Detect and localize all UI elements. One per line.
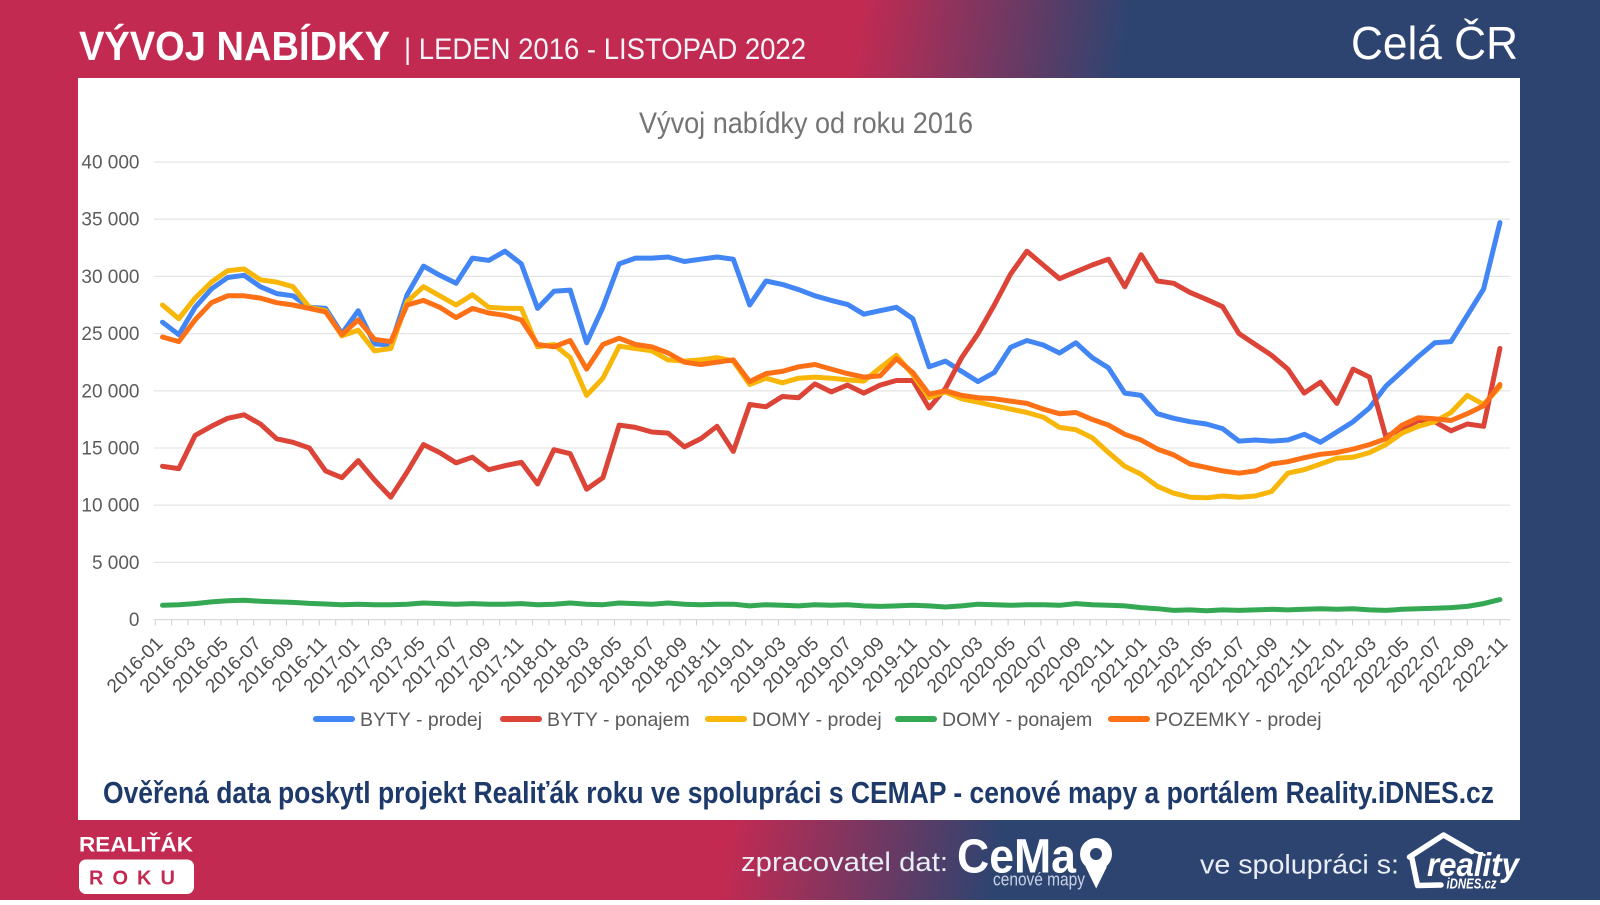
svg-text:ve spolupráci s:: ve spolupráci s: <box>1200 850 1399 880</box>
svg-text:25 000: 25 000 <box>81 324 139 345</box>
svg-text:BYTY - prodej: BYTY - prodej <box>360 709 482 731</box>
svg-text:BYTY - ponajem: BYTY - ponajem <box>547 709 690 731</box>
svg-text:15 000: 15 000 <box>81 439 139 460</box>
svg-text:iDNES.cz: iDNES.cz <box>1447 876 1497 893</box>
svg-text:ROKU: ROKU <box>89 868 184 890</box>
svg-text:5 000: 5 000 <box>92 553 140 574</box>
svg-text:POZEMKY - prodej: POZEMKY - prodej <box>1155 709 1322 731</box>
svg-text:REALIŤÁK: REALIŤÁK <box>79 833 193 857</box>
svg-text:DOMY - ponajem: DOMY - ponajem <box>942 709 1092 731</box>
svg-text:20 000: 20 000 <box>81 381 139 402</box>
svg-text:| LEDEN 2016 - LISTOPAD 2022: | LEDEN 2016 - LISTOPAD 2022 <box>404 33 806 66</box>
svg-text:Ověřená data poskytl projekt R: Ověřená data poskytl projekt Realiťák ro… <box>103 776 1494 810</box>
svg-text:cenové mapy: cenové mapy <box>993 870 1085 890</box>
svg-text:CeMa: CeMa <box>957 831 1076 884</box>
svg-text:30 000: 30 000 <box>81 267 139 288</box>
svg-text:VÝVOJ NABÍDKY: VÝVOJ NABÍDKY <box>79 23 390 69</box>
svg-text:10 000: 10 000 <box>81 496 139 517</box>
svg-text:40 000: 40 000 <box>81 153 139 174</box>
svg-text:zpracovatel dat:: zpracovatel dat: <box>741 847 948 877</box>
svg-text:reality: reality <box>1427 846 1521 883</box>
svg-text:Celá ČR: Celá ČR <box>1351 17 1518 69</box>
svg-text:DOMY - prodej: DOMY - prodej <box>752 709 882 731</box>
svg-text:0: 0 <box>129 610 140 631</box>
svg-text:Vývoj nabídky od roku 2016: Vývoj nabídky od roku 2016 <box>639 107 973 140</box>
svg-text:35 000: 35 000 <box>81 210 139 231</box>
